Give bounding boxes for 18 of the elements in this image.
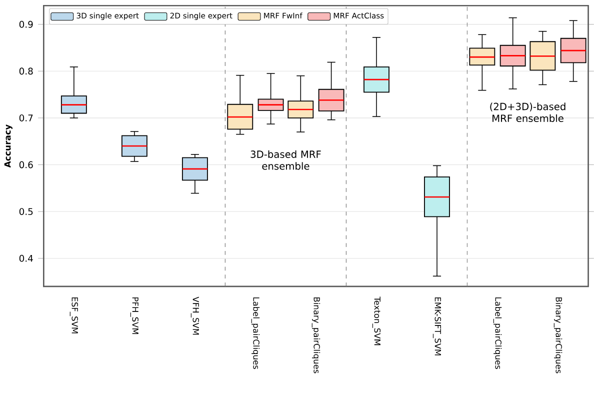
x-tick-label: VFH_SVM <box>190 296 199 335</box>
y-tick-label: 0.6 <box>19 161 33 168</box>
y-tick-label: 0.5 <box>19 208 33 216</box>
x-tick-label: Texton_SVM <box>372 296 381 346</box>
x-tick-label: Label_pairCliques <box>251 298 260 370</box>
x-tick-label: PFH_SVM <box>130 298 138 334</box>
x-tick-label: EMK-SIFT_SVM <box>432 298 442 356</box>
x-tick-label: ESF_SVM <box>70 298 78 334</box>
annotation: 3D-based MRF ensemble <box>250 150 321 170</box>
x-tick-label: Binary_pairCliques <box>312 298 320 374</box>
x-tick-label: Label_pairCliques <box>493 298 502 370</box>
y-tick-label: 0.9 <box>19 21 33 28</box>
y-tick-label: 0.7 <box>19 114 33 122</box>
annotation: (2D+3D)-based MRF ensemble <box>490 102 566 122</box>
x-tick-label: Binary_pairCliques <box>554 298 562 374</box>
y-tick-label: 0.4 <box>19 255 33 262</box>
y-axis-title: Accuracy <box>4 124 12 168</box>
y-tick-label: 0.8 <box>19 68 33 75</box>
